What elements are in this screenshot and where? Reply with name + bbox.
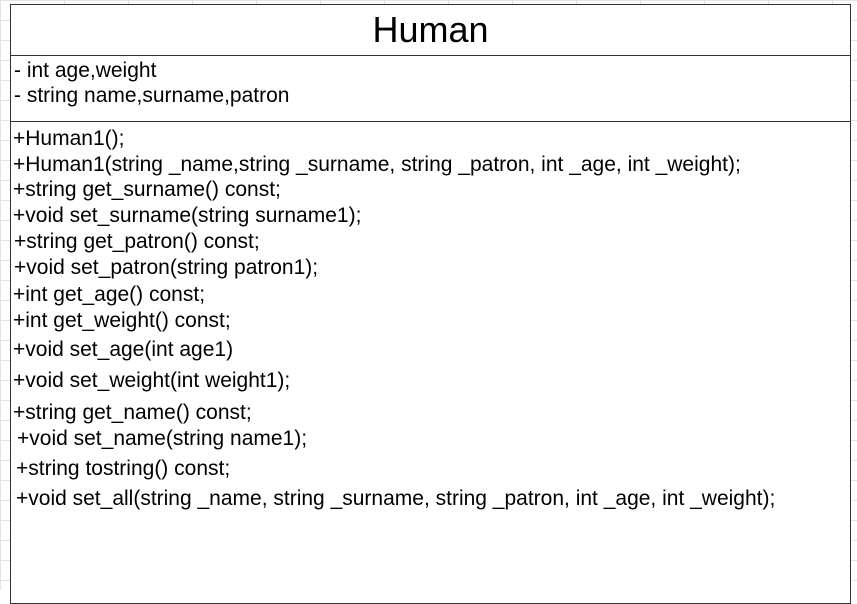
- attribute-item: - int age,weight: [14, 59, 157, 82]
- method-item: +string get_patron() const;: [14, 230, 260, 253]
- attribute-item: - string name,surname,patron: [14, 84, 290, 107]
- method-item: +void set_all(string _name, string _surn…: [16, 487, 776, 510]
- method-item: +void set_weight(int weight1);: [13, 369, 291, 392]
- method-item: +string tostring() const;: [16, 457, 231, 480]
- method-item: +string get_name() const;: [13, 401, 252, 424]
- method-item: +void set_age(int age1): [13, 338, 234, 361]
- method-item: +void set_patron(string patron1);: [14, 256, 319, 279]
- uml-class-box: Human - int age,weight - string name,sur…: [10, 4, 851, 604]
- class-name: Human: [11, 5, 850, 56]
- method-item: +string get_surname() const;: [13, 178, 281, 201]
- method-item: +void set_surname(string surname1);: [13, 204, 362, 227]
- method-item: +int get_age() const;: [13, 283, 206, 306]
- attributes-compartment: - int age,weight - string name,surname,p…: [11, 56, 850, 122]
- method-item: +Human1();: [13, 127, 125, 150]
- method-item: +Human1(string _name,string _surname, st…: [13, 153, 741, 176]
- method-item: +int get_weight() const;: [13, 309, 231, 332]
- method-item: +void set_name(string name1);: [17, 427, 308, 450]
